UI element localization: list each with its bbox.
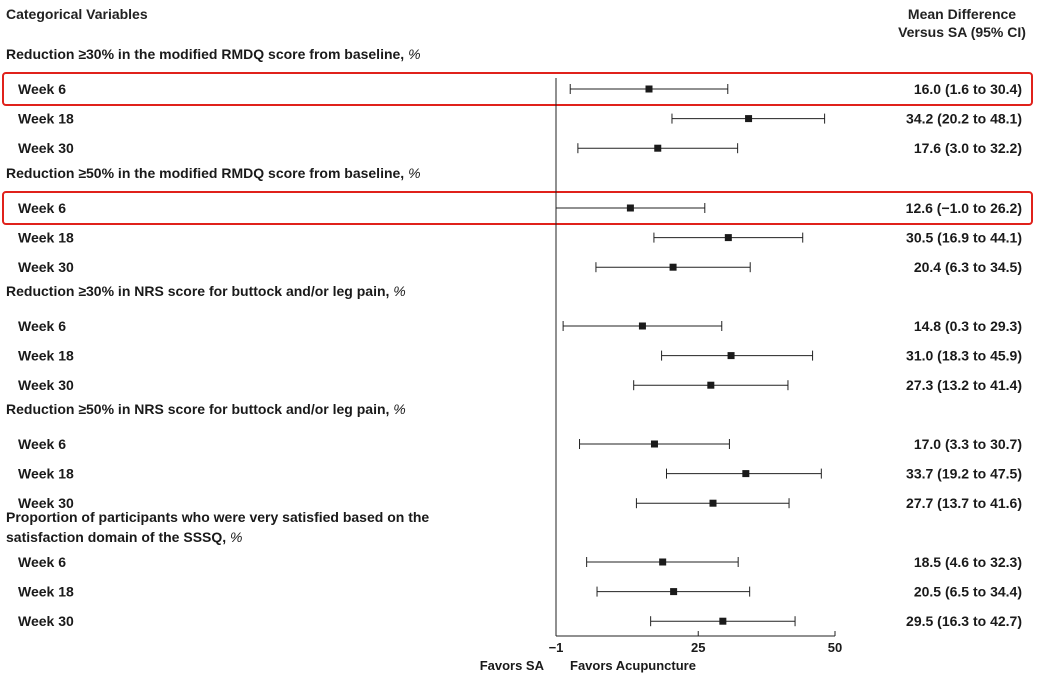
point-estimate [670, 588, 678, 596]
row-label: Week 30 [18, 613, 74, 629]
estimate-text: 17.0 (3.3 to 30.7) [914, 436, 1022, 452]
highlight-box [2, 191, 1033, 225]
point-estimate [638, 322, 646, 330]
forest-row: Week 30 20.4 (6.3 to 34.5) [18, 259, 1022, 275]
x-tick-label: −1 [549, 640, 564, 655]
point-estimate [654, 144, 662, 152]
point-estimate [727, 352, 735, 360]
forest-row: Week 30 29.5 (16.3 to 42.7) [18, 613, 1022, 629]
group-label: Reduction ≥50% in NRS score for buttock … [6, 401, 406, 417]
row-label: Week 6 [18, 81, 66, 97]
forest-row: Week 6 18.5 (4.6 to 32.3) [18, 554, 1022, 570]
estimate-text: 20.5 (6.5 to 34.4) [914, 584, 1022, 600]
estimate-text: 12.6 (−1.0 to 26.2) [906, 200, 1022, 216]
x-tick-label: 25 [691, 640, 705, 655]
estimate-text: 34.2 (20.2 to 48.1) [906, 111, 1022, 127]
estimate-text: 33.7 (19.2 to 47.5) [906, 466, 1022, 482]
estimate-text: 27.3 (13.2 to 41.4) [906, 377, 1022, 393]
forest-row: Week 6 17.0 (3.3 to 30.7) [18, 436, 1022, 452]
point-estimate [745, 115, 753, 123]
header-mean-difference: Mean Difference [908, 6, 1016, 22]
estimate-text: 17.6 (3.0 to 32.2) [914, 140, 1022, 156]
point-estimate [742, 470, 750, 478]
row-label: Week 6 [18, 436, 66, 452]
group-5: Proportion of participants who were very… [6, 509, 1022, 629]
group-label: Proportion of participants who were very… [6, 509, 429, 525]
estimate-text: 20.4 (6.3 to 34.5) [914, 259, 1022, 275]
row-label: Week 30 [18, 495, 74, 511]
header-categorical-variables: Categorical Variables [6, 6, 148, 22]
forest-row: Week 18 31.0 (18.3 to 45.9) [18, 348, 1022, 364]
group-4: Reduction ≥50% in NRS score for buttock … [6, 401, 1022, 511]
forest-row: Week 18 34.2 (20.2 to 48.1) [18, 111, 1022, 127]
estimate-text: 27.7 (13.7 to 41.6) [906, 495, 1022, 511]
estimate-text: 14.8 (0.3 to 29.3) [914, 318, 1022, 334]
forest-row: Week 30 17.6 (3.0 to 32.2) [18, 140, 1022, 156]
forest-row: Week 30 27.3 (13.2 to 41.4) [18, 377, 1022, 393]
point-estimate [724, 234, 732, 242]
favors-acupuncture-label: Favors Acupuncture [570, 658, 696, 673]
point-estimate [659, 558, 667, 566]
forest-row: Week 30 27.7 (13.7 to 41.6) [18, 495, 1022, 511]
favors-sa-label: Favors SA [480, 658, 545, 673]
point-estimate [669, 263, 677, 271]
estimate-text: 16.0 (1.6 to 30.4) [914, 81, 1022, 97]
group-2: Reduction ≥50% in the modified RMDQ scor… [6, 165, 1022, 275]
forest-row: Week 18 30.5 (16.9 to 44.1) [18, 230, 1022, 246]
group-3: Reduction ≥30% in NRS score for buttock … [6, 283, 1022, 393]
group-label: Reduction ≥30% in the modified RMDQ scor… [6, 46, 421, 62]
x-tick-label: 50 [828, 640, 842, 655]
row-label: Week 18 [18, 466, 74, 482]
forest-row: Week 18 33.7 (19.2 to 47.5) [18, 466, 1022, 482]
row-label: Week 30 [18, 140, 74, 156]
estimate-text: 18.5 (4.6 to 32.3) [914, 554, 1022, 570]
highlight-boxes [2, 72, 1033, 225]
group-label: Reduction ≥50% in the modified RMDQ scor… [6, 165, 421, 181]
row-label: Week 6 [18, 200, 66, 216]
group-label: Reduction ≥30% in NRS score for buttock … [6, 283, 406, 299]
highlight-box [2, 72, 1033, 106]
row-label: Week 18 [18, 230, 74, 246]
point-estimate [719, 617, 727, 625]
row-label: Week 6 [18, 318, 66, 334]
point-estimate [645, 85, 653, 93]
forest-row: Week 6 12.6 (−1.0 to 26.2) [18, 200, 1022, 216]
x-axis: −1 25 50 Favors SA Favors Acupuncture [480, 78, 842, 673]
point-estimate [626, 204, 634, 212]
row-label: Week 30 [18, 259, 74, 275]
point-estimate [707, 381, 715, 389]
row-label: Week 18 [18, 584, 74, 600]
row-label: Week 30 [18, 377, 74, 393]
plot-header: Categorical Variables Mean Difference Ve… [6, 6, 1026, 40]
forest-rows: Reduction ≥30% in the modified RMDQ scor… [6, 46, 1022, 629]
row-label: Week 18 [18, 111, 74, 127]
estimate-text: 31.0 (18.3 to 45.9) [906, 348, 1022, 364]
forest-row: Week 6 14.8 (0.3 to 29.3) [18, 318, 1022, 334]
estimate-text: 30.5 (16.9 to 44.1) [906, 230, 1022, 246]
header-versus-sa: Versus SA (95% CI) [898, 24, 1026, 40]
row-label: Week 18 [18, 348, 74, 364]
point-estimate [650, 440, 658, 448]
row-label: Week 6 [18, 554, 66, 570]
forest-row: Week 6 16.0 (1.6 to 30.4) [18, 81, 1022, 97]
forest-row: Week 18 20.5 (6.5 to 34.4) [18, 584, 1022, 600]
group-label: satisfaction domain of the SSSQ, % [6, 529, 243, 545]
estimate-text: 29.5 (16.3 to 42.7) [906, 613, 1022, 629]
group-1: Reduction ≥30% in the modified RMDQ scor… [6, 46, 1022, 156]
point-estimate [709, 499, 717, 507]
